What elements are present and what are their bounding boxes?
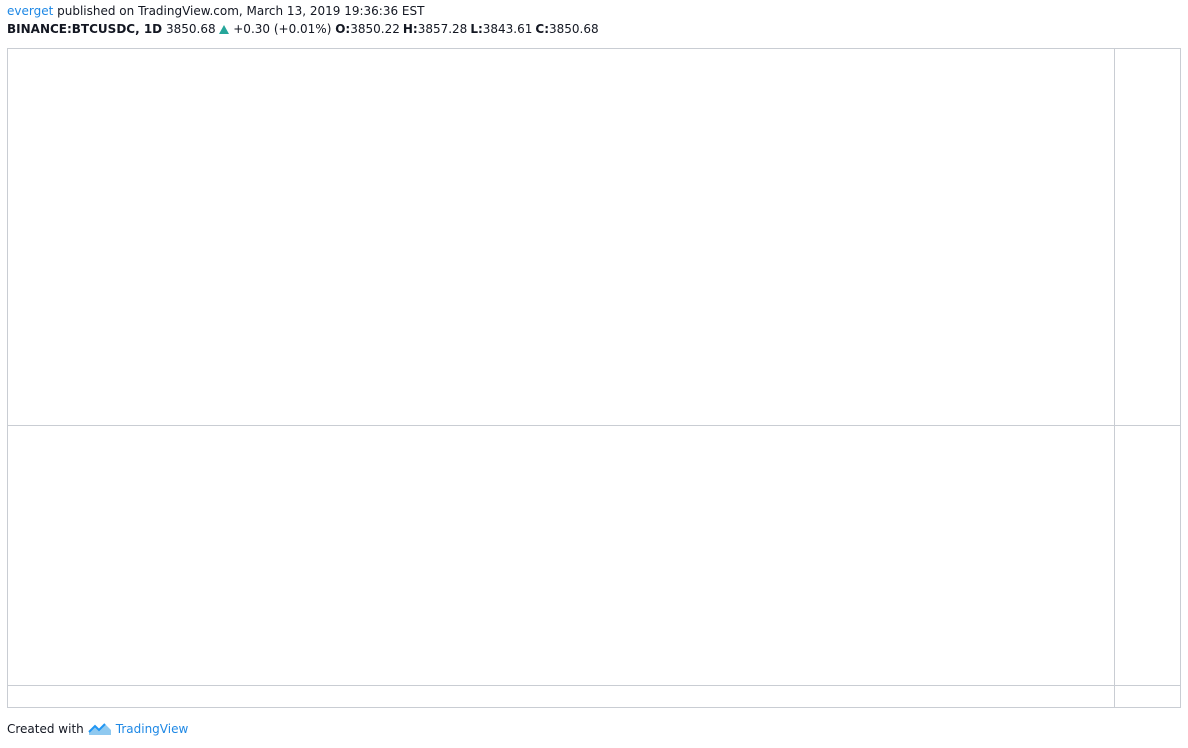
ohlc-value: 3843.61 xyxy=(482,22,533,36)
footer: Created with TradingView xyxy=(7,722,188,736)
ohlc: O:3850.22 H:3857.28 L:3843.61 C:3850.68 xyxy=(335,22,601,36)
publish-line: everget published on TradingView.com, Ma… xyxy=(7,4,424,18)
ohlc-value: 3850.68 xyxy=(549,22,599,36)
ohlc-label: L: xyxy=(470,22,483,36)
ohlc-value: 3857.28 xyxy=(417,22,468,36)
brand-logo xyxy=(88,723,111,735)
brand[interactable]: TradingView xyxy=(115,722,189,736)
ohlc-label: O: xyxy=(335,22,351,36)
ohlc-label: C: xyxy=(535,22,549,36)
ohlc-value: 3850.22 xyxy=(350,22,400,36)
symbol: BINANCE:BTCUSDC, 1D xyxy=(7,22,163,36)
ohlc-label: H: xyxy=(402,22,418,36)
symbol-line: BINANCE:BTCUSDC, 1D 3850.68 +0.30 (+0.01… xyxy=(7,22,602,36)
change: +0.30 (+0.01%) xyxy=(233,22,332,36)
author[interactable]: everget xyxy=(7,4,54,18)
created-with: Created with xyxy=(7,722,84,736)
published: published on TradingView.com, March 13, … xyxy=(57,4,425,18)
up-arrow xyxy=(219,25,230,34)
last-price: 3850.68 xyxy=(165,22,216,36)
chart-frame xyxy=(7,48,1181,708)
